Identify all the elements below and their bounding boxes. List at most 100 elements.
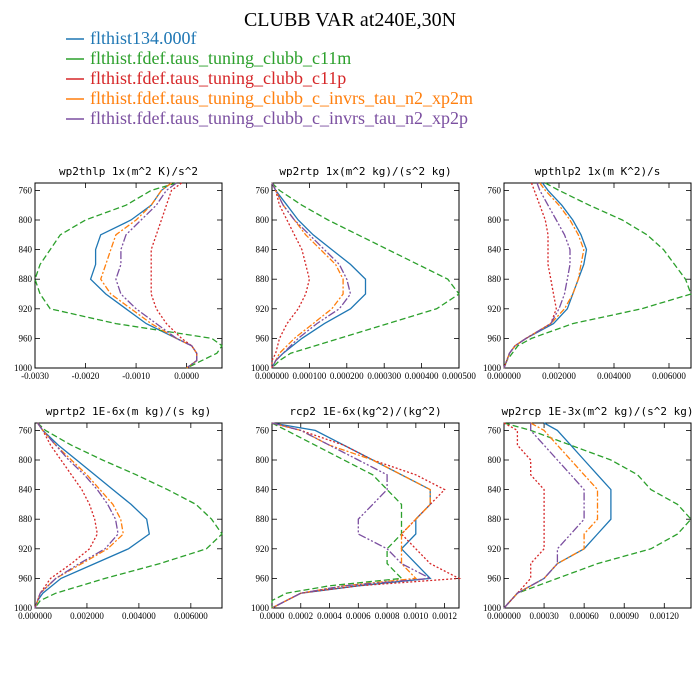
plot-frame	[271, 182, 460, 369]
y-tick-label: 960	[488, 333, 502, 343]
legend-label: flthist.fdef.taus_tuning_clubb_c11p	[90, 68, 346, 88]
series-line	[271, 182, 311, 368]
series-line	[34, 422, 119, 609]
y-tick-label: 800	[488, 455, 502, 465]
x-tick-label: 0.002000	[70, 611, 104, 621]
x-tick-label: 0.0012	[432, 611, 457, 621]
series-line	[503, 182, 571, 369]
panel-title: wprtp2 1E-6x(m kg)/(s kg)	[46, 405, 212, 418]
y-tick-label: 920	[488, 544, 502, 554]
y-tick-label: 920	[256, 304, 270, 314]
legend-entry: flthist.fdef.taus_tuning_clubb_c_invrs_t…	[66, 108, 468, 128]
y-tick-label: 800	[19, 455, 33, 465]
series-line	[503, 182, 692, 369]
series-line	[34, 422, 98, 609]
y-tick-label: 800	[256, 455, 270, 465]
x-tick-label: 0.000000	[18, 611, 52, 621]
series-line	[34, 422, 223, 609]
x-tick-label: 0.0006	[346, 611, 371, 621]
x-tick-label: 0.00120	[650, 611, 680, 621]
y-tick-label: 1000	[483, 603, 502, 613]
y-tick-label: 840	[488, 245, 502, 255]
x-tick-label: 0.004000	[122, 611, 156, 621]
series-line	[503, 422, 692, 609]
y-tick-label: 880	[256, 274, 270, 284]
panel-title: wp2rcp 1E-3x(m^2 kg)/(s^2 kg)	[501, 405, 693, 418]
y-tick-label: 960	[256, 573, 270, 583]
series-line	[503, 422, 545, 609]
plot-frame	[271, 422, 460, 609]
chart-panel: wp2thlp 1x(m^2 K)/s^2 760 800 840 880 920 960 1…	[14, 165, 223, 381]
legend-label: flthist.fdef.taus_tuning_clubb_c11m	[90, 48, 351, 68]
x-tick-label: 0.0008	[375, 611, 400, 621]
x-tick-label: -0.0020	[72, 371, 100, 381]
panel-title: wp2rtp 1x(m^2 kg)/(s^2 kg)	[279, 165, 451, 178]
y-tick-label: 840	[488, 485, 502, 495]
y-tick-label: 760	[256, 185, 270, 195]
y-tick-label: 1000	[483, 363, 502, 373]
y-tick-label: 920	[19, 304, 33, 314]
series-line	[271, 422, 432, 609]
chart-panel: wpthlp2 1x(m K^2)/s 760 800 840 880 920 960 100…	[483, 165, 692, 381]
legend-label: flthist.fdef.taus_tuning_clubb_c_invrs_t…	[90, 108, 468, 128]
panels: wp2thlp 1x(m^2 K)/s^2 760 800 840 880 920 960 1…	[14, 165, 694, 621]
chart-panel: rcp2 1E-6x(kg^2)/(kg^2) 760 800 840 880 920 96…	[251, 405, 462, 621]
y-tick-label: 760	[19, 425, 33, 435]
y-tick-label: 880	[488, 274, 502, 284]
legend-entry: flthist.fdef.taus_tuning_clubb_c11p	[66, 68, 346, 88]
plot-frame	[503, 422, 692, 609]
plot-frame	[34, 182, 223, 369]
y-tick-label: 760	[488, 425, 502, 435]
y-tick-label: 760	[488, 185, 502, 195]
y-tick-label: 800	[19, 215, 33, 225]
legend-entry: flthist134.000f	[66, 28, 197, 48]
x-tick-label: 0.0002	[288, 611, 313, 621]
y-tick-label: 1000	[251, 603, 270, 613]
x-tick-label: 0.0004	[317, 611, 342, 621]
panel-title: rcp2 1E-6x(kg^2)/(kg^2)	[289, 405, 441, 418]
x-tick-label: 0.00030	[529, 611, 559, 621]
x-tick-label: 0.000500	[442, 371, 476, 381]
series-line	[271, 182, 352, 369]
series-line	[115, 182, 198, 369]
x-tick-label: 0.004000	[597, 371, 631, 381]
x-tick-label: 0.0000	[260, 611, 285, 621]
y-tick-label: 960	[19, 333, 33, 343]
x-tick-label: 0.0010	[403, 611, 428, 621]
y-tick-label: 840	[19, 245, 33, 255]
series-line	[34, 422, 151, 609]
y-tick-label: 800	[488, 215, 502, 225]
chart-panel: wp2rcp 1E-3x(m^2 kg)/(s^2 kg) 760 800 840 88…	[483, 405, 694, 621]
series-line	[271, 422, 433, 609]
y-tick-label: 840	[256, 485, 270, 495]
panel-title: wp2thlp 1x(m^2 K)/s^2	[59, 165, 198, 178]
y-tick-label: 960	[19, 573, 33, 583]
series-line	[34, 182, 223, 369]
legend-label: flthist.fdef.taus_tuning_clubb_c_invrs_t…	[90, 88, 473, 108]
y-tick-label: 880	[256, 514, 270, 524]
series-line	[271, 182, 460, 369]
plot-frame	[34, 422, 223, 609]
series-line	[271, 422, 431, 609]
chart-panel: wprtp2 1E-6x(m kg)/(s kg) 760 800 840 880 920…	[14, 405, 223, 621]
plot-frame	[503, 182, 692, 369]
x-tick-label: 0.000100	[293, 371, 327, 381]
series-line	[271, 182, 367, 369]
panel-title: wpthlp2 1x(m K^2)/s	[535, 165, 661, 178]
x-tick-label: 0.000400	[405, 371, 439, 381]
series-line	[503, 423, 585, 609]
legend-entry: flthist.fdef.taus_tuning_clubb_c11m	[66, 48, 351, 68]
x-tick-label: -0.0030	[21, 371, 49, 381]
y-tick-label: 960	[256, 333, 270, 343]
series-line	[271, 422, 403, 608]
x-tick-label: 0.0000	[174, 371, 199, 381]
x-tick-label: 0.002000	[542, 371, 576, 381]
x-tick-label: 0.000200	[330, 371, 364, 381]
series-line	[503, 182, 585, 369]
x-tick-label: 0.000300	[367, 371, 401, 381]
y-tick-label: 880	[19, 514, 33, 524]
legend-label: flthist134.000f	[90, 28, 197, 48]
legend-entry: flthist.fdef.taus_tuning_clubb_c_invrs_t…	[66, 88, 473, 108]
figure-title: CLUBB VAR at240E,30N	[244, 9, 456, 31]
